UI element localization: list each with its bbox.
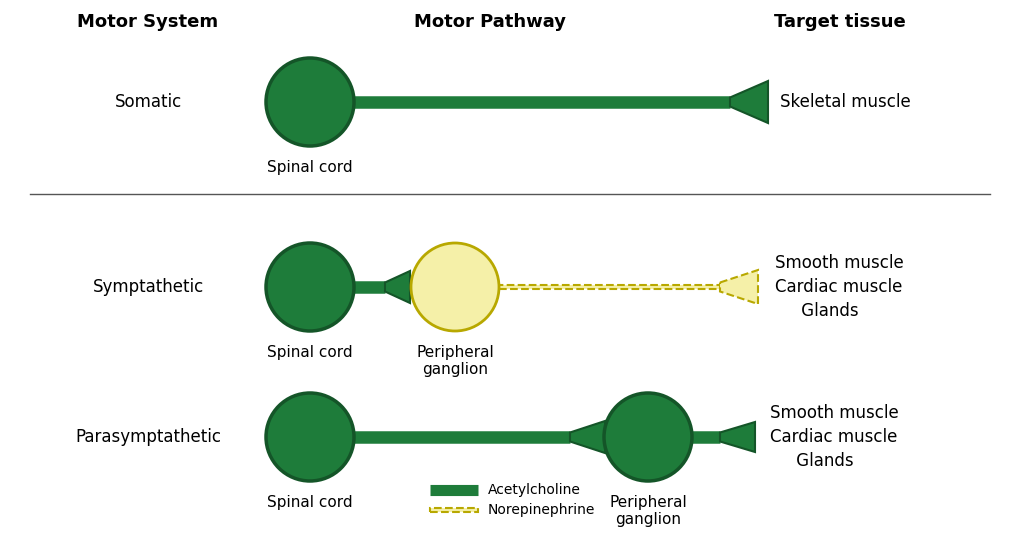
Polygon shape	[385, 271, 410, 303]
Text: Parasymptathetic: Parasymptathetic	[75, 428, 221, 446]
Text: Smooth muscle
Cardiac muscle
     Glands: Smooth muscle Cardiac muscle Glands	[775, 254, 904, 320]
Text: Smooth muscle
Cardiac muscle
     Glands: Smooth muscle Cardiac muscle Glands	[770, 405, 899, 470]
Text: Spinal cord: Spinal cord	[267, 345, 353, 360]
Circle shape	[266, 393, 354, 481]
Text: Symptathetic: Symptathetic	[92, 278, 204, 296]
Circle shape	[266, 58, 354, 146]
Text: Motor System: Motor System	[78, 13, 218, 31]
Text: Target tissue: Target tissue	[774, 13, 906, 31]
Text: Peripheral
ganglion: Peripheral ganglion	[609, 495, 687, 527]
Text: Peripheral
ganglion: Peripheral ganglion	[416, 345, 494, 378]
Text: Somatic: Somatic	[115, 93, 181, 111]
Polygon shape	[570, 421, 605, 453]
Text: Norepinephrine: Norepinephrine	[488, 503, 595, 517]
FancyBboxPatch shape	[499, 285, 720, 289]
Polygon shape	[720, 270, 758, 304]
Text: Skeletal muscle: Skeletal muscle	[780, 93, 910, 111]
Text: Spinal cord: Spinal cord	[267, 495, 353, 510]
Polygon shape	[730, 81, 768, 123]
FancyBboxPatch shape	[430, 508, 478, 512]
Circle shape	[604, 393, 692, 481]
Circle shape	[411, 243, 499, 331]
Circle shape	[266, 243, 354, 331]
Polygon shape	[720, 422, 755, 452]
Text: Motor Pathway: Motor Pathway	[414, 13, 566, 31]
Text: Acetylcholine: Acetylcholine	[488, 483, 581, 497]
Text: Spinal cord: Spinal cord	[267, 160, 353, 175]
